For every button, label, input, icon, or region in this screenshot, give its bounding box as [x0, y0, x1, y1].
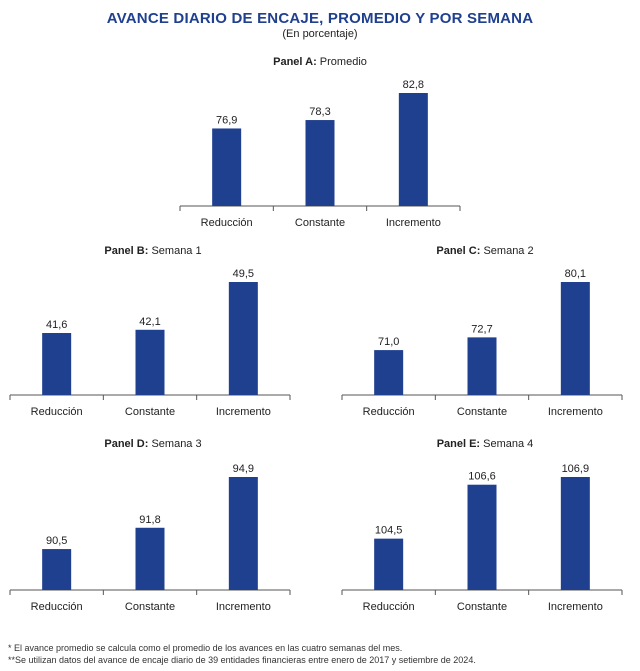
panel-e-category-label-1: Constante: [457, 601, 507, 613]
panel-b-label: Panel B:: [104, 245, 149, 257]
panel-d-bar-2: [228, 477, 258, 590]
panel-a-bar-0: [212, 128, 242, 206]
panel-e-name: Semana 4: [483, 438, 534, 450]
panel-e-bar-2: [560, 477, 590, 590]
panel-b-bar-2: [228, 282, 258, 395]
panel-e-value-label-1: 106,6: [468, 471, 496, 483]
footnote-2: **Se utilizan datos del avance de encaje…: [8, 655, 476, 665]
panel-c-bar-0: [374, 350, 404, 395]
panel-e-value-label-0: 104,5: [375, 525, 403, 537]
panel-a-bar-2: [398, 93, 428, 206]
panel-a-category-label-1: Constante: [295, 217, 345, 229]
panel-e-label: Panel E:: [436, 438, 481, 450]
panel-a-name: Promedio: [319, 56, 367, 68]
panel-d-value-label-0: 90,5: [46, 535, 67, 547]
panel-c-value-label-1: 72,7: [471, 323, 492, 335]
panel-b-value-label-2: 49,5: [233, 268, 254, 280]
panel-a-bar-1: [305, 120, 335, 206]
panel-e-bar-0: [374, 538, 404, 590]
panel-c-category-label-0: Reducción: [363, 406, 415, 418]
panel-c-bar-2: [560, 282, 590, 395]
panel-e-value-label-2: 106,9: [562, 463, 590, 475]
panel-d-category-label-1: Constante: [125, 601, 175, 613]
chart-subtitle: (En porcentaje): [282, 28, 358, 40]
panel-c-title: Panel C: Semana 2: [340, 245, 630, 257]
panel-c-name: Semana 2: [483, 245, 534, 257]
panel-d-value-label-1: 91,8: [139, 514, 160, 526]
panel-d-bar-1: [135, 527, 165, 590]
panel-e-title: Panel E: Semana 4: [340, 438, 630, 450]
panel-d-category-label-0: Reducción: [31, 601, 83, 613]
panel-a-value-label-2: 82,8: [403, 79, 424, 91]
panel-b-category-label-1: Constante: [125, 406, 175, 418]
panel-c-label: Panel C:: [436, 245, 481, 257]
chart-title: AVANCE DIARIO DE ENCAJE, PROMEDIO Y POR …: [106, 10, 534, 27]
panel-c-bar-1: [467, 337, 497, 395]
panel-b-title: Panel B: Semana 1: [8, 245, 298, 257]
panel-c-category-label-1: Constante: [457, 406, 507, 418]
panel-b-value-label-0: 41,6: [46, 319, 67, 331]
panel-b-category-label-2: Incremento: [216, 406, 271, 418]
footnote-1: * El avance promedio se calcula como el …: [8, 643, 403, 653]
panel-b-name: Semana 1: [151, 245, 202, 257]
panel-a-category-label-2: Incremento: [386, 217, 441, 229]
panel-b-value-label-1: 42,1: [139, 316, 160, 328]
panel-a-value-label-1: 78,3: [309, 106, 330, 118]
panel-c-category-label-2: Incremento: [548, 406, 603, 418]
panel-d-category-label-2: Incremento: [216, 601, 271, 613]
panel-d-title: Panel D: Semana 3: [8, 438, 298, 450]
panel-a-title: Panel A: Promedio: [0, 56, 640, 68]
panel-b-bar-1: [135, 329, 165, 395]
panel-d-label: Panel D:: [104, 438, 149, 450]
panel-d-name: Semana 3: [151, 438, 202, 450]
panel-d-value-label-2: 94,9: [233, 463, 254, 475]
panel-a-label: Panel A:: [273, 56, 317, 68]
panel-b-bar-0: [42, 333, 72, 395]
panel-b-category-label-0: Reducción: [31, 406, 83, 418]
panel-e-category-label-2: Incremento: [548, 601, 603, 613]
panel-a-value-label-0: 76,9: [216, 114, 237, 126]
panel-c-value-label-2: 80,1: [565, 268, 586, 280]
panel-e-category-label-0: Reducción: [363, 601, 415, 613]
panel-a-category-label-0: Reducción: [201, 217, 253, 229]
panel-d-bar-0: [42, 549, 72, 590]
panel-e-bar-1: [467, 484, 497, 590]
panel-c-value-label-0: 71,0: [378, 336, 399, 348]
